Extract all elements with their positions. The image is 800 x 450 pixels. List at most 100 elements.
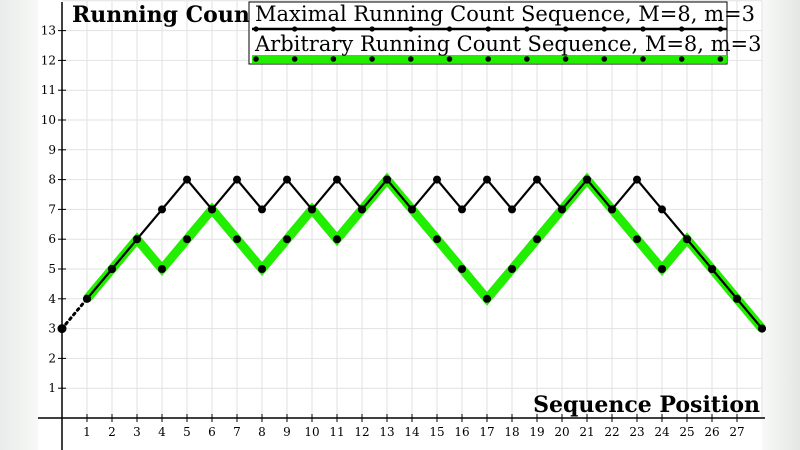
data-point-maximal [183, 175, 191, 184]
data-point-maximal [658, 205, 666, 214]
data-point-maximal [358, 205, 366, 214]
x-tick-label: 26 [704, 425, 719, 439]
data-point-arbitrary [633, 235, 641, 244]
x-tick-label: 24 [654, 425, 670, 439]
x-tick-label: 25 [679, 425, 694, 439]
x-tick-label: 5 [183, 425, 191, 439]
data-point-arbitrary [483, 294, 491, 303]
y-tick-label: 10 [41, 113, 56, 127]
data-point-maximal [83, 294, 91, 303]
right-edge-shade [762, 0, 800, 450]
legend-marker-maximal [524, 26, 530, 32]
legend-label-arbitrary: Arbitrary Running Count Sequence, M=8, m… [254, 32, 762, 56]
data-point-maximal [608, 205, 616, 214]
data-point-arbitrary [283, 235, 291, 244]
data-point-maximal [383, 175, 391, 184]
legend-marker-maximal [485, 26, 491, 32]
x-tick-label: 17 [479, 425, 494, 439]
data-point-maximal [533, 175, 541, 184]
x-tick-label: 7 [233, 425, 241, 439]
x-tick-label: 9 [283, 425, 291, 439]
legend-marker-maximal [563, 26, 569, 32]
start-point-marker [57, 324, 67, 334]
legend-marker-arbitrary [601, 56, 608, 62]
data-point-maximal [508, 205, 516, 214]
y-tick-label: 3 [48, 322, 56, 336]
legend-marker-arbitrary [524, 56, 530, 62]
x-tick-label: 13 [379, 425, 394, 439]
tick-labels: 1 2 3 4 5 6 7 8 9 10 11 12 13 14 15 16 17 18 19 20 21 22 23 24 2… [41, 24, 745, 439]
data-point-maximal [158, 205, 166, 214]
y-tick-label: 7 [48, 202, 56, 216]
legend-marker-maximal [446, 26, 453, 32]
data-point-maximal [483, 175, 491, 184]
legend-marker-maximal [292, 26, 298, 32]
data-point-maximal [308, 205, 316, 214]
x-tick-label: 22 [604, 425, 619, 439]
legend-marker-maximal [640, 26, 646, 32]
axes [38, 2, 765, 450]
x-tick-label: 23 [629, 425, 644, 439]
y-tick-label: 8 [48, 173, 56, 187]
legend-marker-maximal [601, 26, 607, 32]
x-tick-label: 8 [258, 425, 266, 439]
x-tick-label: 4 [158, 425, 166, 439]
legend-marker-arbitrary [640, 56, 646, 62]
legend-marker-arbitrary [408, 56, 414, 62]
x-tick-label: 15 [429, 425, 444, 439]
y-tick-label: 4 [48, 292, 56, 306]
legend-marker-arbitrary [291, 56, 298, 62]
data-point-arbitrary [533, 235, 541, 244]
data-point-maximal [733, 294, 741, 303]
data-point-maximal [133, 235, 141, 244]
legend-marker-maximal [330, 26, 336, 32]
legend-marker-maximal [408, 26, 414, 32]
legend-marker-maximal [253, 26, 259, 32]
x-tick-label: 18 [504, 425, 519, 439]
data-point-maximal [258, 205, 266, 214]
data-point-arbitrary [258, 265, 266, 273]
y-tick-label: 5 [48, 262, 56, 276]
legend-marker-arbitrary [330, 56, 337, 62]
legend-swatches [252, 26, 727, 63]
legend-marker-arbitrary [485, 56, 492, 62]
data-point-maximal [108, 265, 116, 273]
y-tick-label: 11 [41, 83, 56, 97]
x-tick-label: 11 [329, 425, 344, 439]
x-tick-label: 21 [579, 425, 594, 439]
legend-marker-arbitrary [717, 56, 724, 62]
data-point-arbitrary [458, 265, 466, 273]
data-point-maximal [283, 175, 291, 184]
data-point-maximal [208, 205, 216, 214]
y-tick-label: 2 [48, 351, 56, 365]
data-point-arbitrary [508, 265, 516, 273]
data-point-maximal [758, 324, 766, 333]
x-tick-label: 20 [554, 425, 569, 439]
x-tick-label: 3 [133, 425, 141, 439]
data-point-arbitrary [183, 235, 191, 244]
y-tick-label: 13 [41, 24, 56, 38]
y-tick-label: 6 [48, 232, 56, 246]
data-point-arbitrary [433, 235, 441, 244]
data-point-maximal [683, 235, 691, 244]
start-connector-dotted [60, 297, 89, 331]
data-point-arbitrary [233, 235, 241, 244]
data-point-maximal [558, 205, 566, 214]
left-edge-shade [0, 0, 38, 450]
y-tick-label: 9 [48, 143, 56, 157]
data-point-arbitrary [658, 265, 666, 273]
series-line-arbitrary [83, 172, 766, 332]
legend-marker-maximal [369, 26, 375, 32]
data-point-maximal [408, 205, 416, 214]
x-tick-label: 1 [83, 425, 91, 439]
legend-marker-arbitrary [678, 56, 685, 62]
x-tick-label: 16 [454, 425, 469, 439]
x-tick-label: 6 [208, 425, 216, 439]
data-point-maximal [233, 175, 241, 184]
x-tick-label: 14 [404, 425, 420, 439]
data-point-maximal [333, 175, 341, 184]
legend-label-maximal: Maximal Running Count Sequence, M=8, m=3 [255, 2, 755, 26]
data-point-maximal [433, 175, 441, 184]
x-tick-label: 27 [729, 425, 744, 439]
